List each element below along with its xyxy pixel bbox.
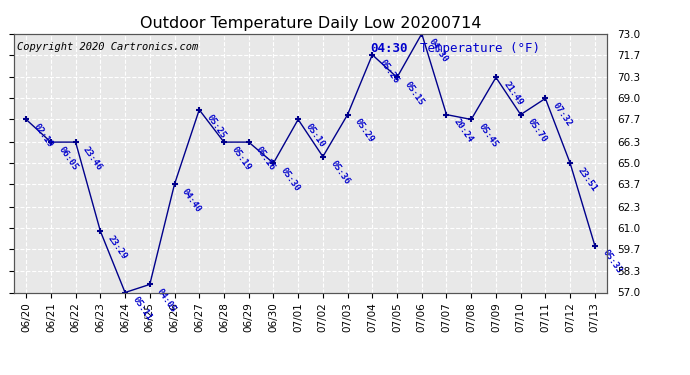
Text: 06:05: 06:05 <box>57 145 79 172</box>
Text: 04:40: 04:40 <box>180 187 203 214</box>
Text: 05:29: 05:29 <box>353 117 376 145</box>
Text: 05:70: 05:70 <box>526 117 549 145</box>
Text: 23:51: 23:51 <box>575 166 598 193</box>
Text: 05:45: 05:45 <box>477 122 500 149</box>
Text: 05:11: 05:11 <box>130 295 153 322</box>
Text: 23:46: 23:46 <box>81 145 104 172</box>
Text: 04:30: 04:30 <box>370 42 407 54</box>
Text: 05:19: 05:19 <box>230 145 253 172</box>
Title: Outdoor Temperature Daily Low 20200714: Outdoor Temperature Daily Low 20200714 <box>140 16 481 31</box>
Text: 04:05: 04:05 <box>155 287 178 314</box>
Text: 05:10: 05:10 <box>304 122 326 149</box>
Text: 05:36: 05:36 <box>328 159 351 187</box>
Text: 05:33: 05:33 <box>600 248 623 276</box>
Text: 04:30: 04:30 <box>427 36 450 64</box>
Text: 23:29: 23:29 <box>106 234 128 261</box>
Text: Copyright 2020 Cartronics.com: Copyright 2020 Cartronics.com <box>17 42 198 51</box>
Text: Temperature (°F): Temperature (°F) <box>420 42 540 54</box>
Text: 20:24: 20:24 <box>452 117 475 145</box>
Text: 07:32: 07:32 <box>551 101 573 128</box>
Text: 02:19: 02:19 <box>32 122 55 149</box>
Text: 05:26: 05:26 <box>378 57 401 85</box>
Text: 05:30: 05:30 <box>279 166 302 193</box>
Text: 05:15: 05:15 <box>402 80 425 107</box>
Text: 05:16: 05:16 <box>254 145 277 172</box>
Text: 05:25: 05:25 <box>205 112 228 140</box>
Text: 21:49: 21:49 <box>502 80 524 107</box>
